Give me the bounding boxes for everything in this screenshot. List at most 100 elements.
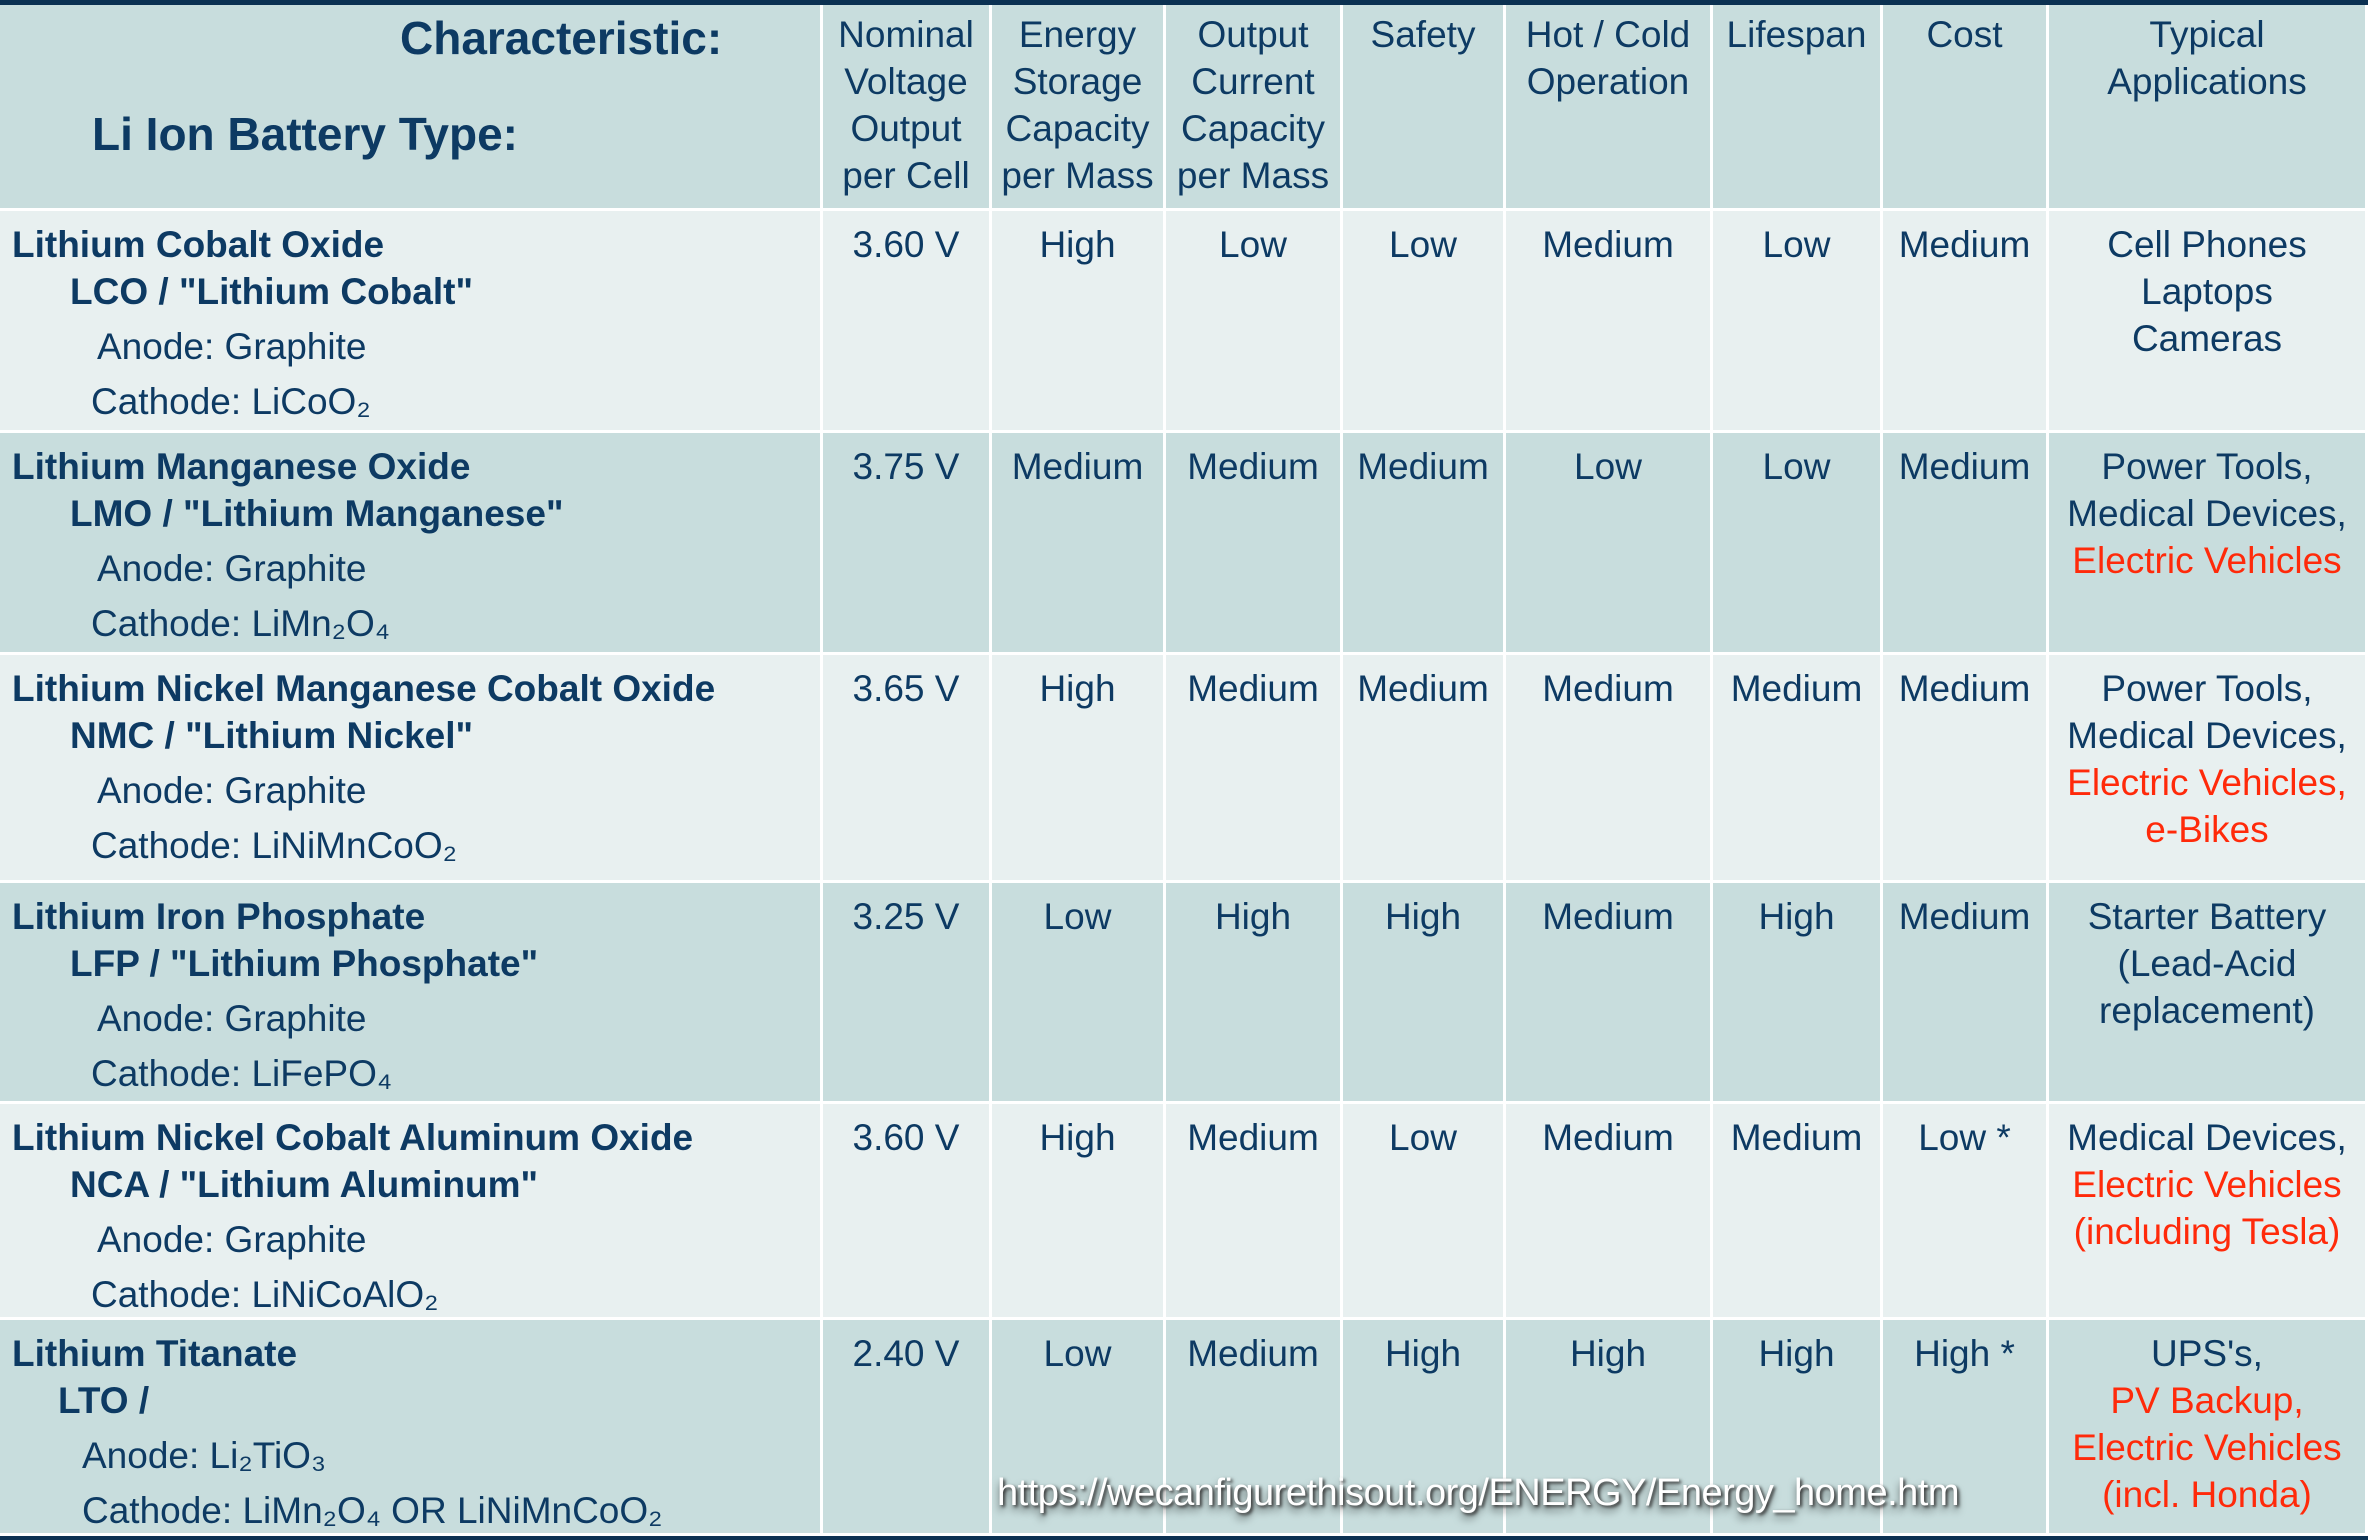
value-cell: Medium	[1506, 211, 1713, 433]
anode-material: Anode: Graphite	[97, 1219, 367, 1260]
application-item: Medical Devices,	[2067, 493, 2347, 534]
value-cell: 3.75 V	[823, 433, 992, 655]
battery-type-cell: Lithium Cobalt Oxide LCO / "Lithium Cobal…	[0, 211, 823, 433]
column-header: Safety	[1343, 5, 1506, 211]
applications-cell: Cell Phones Laptops Cameras	[2049, 211, 2368, 433]
value-cell: 3.25 V	[823, 883, 992, 1104]
anode-material: Anode: Graphite	[97, 770, 367, 811]
battery-abbreviation: LTO /	[58, 1380, 150, 1421]
anode-material: Anode: Graphite	[97, 326, 367, 367]
applications-cell: Power Tools, Medical Devices, Electric Veh…	[2049, 655, 2368, 883]
value-cell: Low	[992, 883, 1166, 1104]
value-cell: Medium	[1506, 1104, 1713, 1320]
battery-type-cell: Lithium Titanate LTO / Anode: Li₂TiO₃ Catho…	[0, 1320, 823, 1536]
battery-name: Lithium Nickel Manganese Cobalt Oxide	[12, 668, 716, 709]
battery-type-cell: Lithium Manganese Oxide LMO / "Lithium Ma…	[0, 433, 823, 655]
value-cell: High	[992, 655, 1166, 883]
value-cell: Low	[1713, 211, 1883, 433]
application-item: Power Tools,	[2101, 446, 2313, 487]
anode-material: Anode: Graphite	[97, 548, 367, 589]
value-cell: High	[1166, 883, 1343, 1104]
value-cell: Medium	[1166, 1320, 1343, 1536]
battery-abbreviation: LMO / "Lithium Manganese"	[70, 493, 564, 534]
cathode-material: Cathode: LiNiCoAlO₂	[91, 1274, 439, 1315]
value-cell: Low	[1506, 433, 1713, 655]
application-item: Laptops	[2141, 271, 2273, 312]
column-header: Nominal Voltage Output per Cell	[823, 5, 992, 211]
battery-abbreviation: LFP / "Lithium Phosphate"	[70, 943, 539, 984]
column-header: Energy Storage Capacity per Mass	[992, 5, 1166, 211]
value-cell: Low	[1713, 433, 1883, 655]
column-header: Typical Applications	[2049, 5, 2368, 211]
value-cell: Medium	[1166, 433, 1343, 655]
header-corner-cell: Characteristic: Li Ion Battery Type:	[0, 5, 823, 211]
value-cell: 2.40 V	[823, 1320, 992, 1536]
applications-cell: UPS's, PV Backup, Electric Vehicles (incl. …	[2049, 1320, 2368, 1536]
anode-material: Anode: Li₂TiO₃	[82, 1435, 327, 1476]
applications-cell: Power Tools, Medical Devices, Electric Veh…	[2049, 433, 2368, 655]
application-item: PV Backup,	[2110, 1380, 2304, 1421]
cathode-material: Cathode: LiCoO₂	[91, 381, 371, 422]
value-cell: High	[992, 1104, 1166, 1320]
column-header: Hot / Cold Operation	[1506, 5, 1713, 211]
value-cell: Medium	[992, 433, 1166, 655]
value-cell: Medium	[1883, 655, 2049, 883]
anode-material: Anode: Graphite	[97, 998, 367, 1039]
value-cell: High *	[1883, 1320, 2049, 1536]
value-cell: Medium	[1883, 433, 2049, 655]
battery-type-label: Li Ion Battery Type:	[92, 108, 518, 160]
cathode-material: Cathode: LiFePO₄	[91, 1053, 392, 1094]
battery-name: Lithium Cobalt Oxide	[12, 224, 385, 265]
value-cell: High	[1343, 1320, 1506, 1536]
application-item: e-Bikes	[2145, 809, 2269, 850]
battery-name: Lithium Manganese Oxide	[12, 446, 471, 487]
application-item: (incl. Honda)	[2102, 1474, 2312, 1515]
value-cell: Medium	[1166, 1104, 1343, 1320]
application-item: Cell Phones	[2107, 224, 2307, 265]
application-item: Electric Vehicles	[2072, 540, 2342, 581]
battery-comparison-table: Characteristic: Li Ion Battery Type: Nom…	[0, 5, 2368, 1536]
application-item: Electric Vehicles	[2072, 1427, 2342, 1468]
battery-type-cell: Lithium Nickel Cobalt Aluminum Oxide NCA …	[0, 1104, 823, 1320]
value-cell: Medium	[1166, 655, 1343, 883]
value-cell: Low	[1343, 211, 1506, 433]
battery-name: Lithium Nickel Cobalt Aluminum Oxide	[12, 1117, 694, 1158]
value-cell: High	[1343, 883, 1506, 1104]
column-header: Output Current Capacity per Mass	[1166, 5, 1343, 211]
value-cell: High	[1506, 1320, 1713, 1536]
application-item: Medical Devices,	[2067, 1117, 2347, 1158]
value-cell: Low	[1166, 211, 1343, 433]
applications-cell: Starter Battery (Lead-Acid replacement)	[2049, 883, 2368, 1104]
application-item: Electric Vehicles,	[2067, 762, 2347, 803]
value-cell: High	[1713, 1320, 1883, 1536]
cathode-material: Cathode: LiMn₂O₄ OR LiNiMnCoO₂	[82, 1490, 663, 1531]
value-cell: Medium	[1713, 655, 1883, 883]
applications-cell: Medical Devices, Electric Vehicles (includ…	[2049, 1104, 2368, 1320]
application-item: (Lead-Acid	[2117, 943, 2297, 984]
value-cell: 3.65 V	[823, 655, 992, 883]
value-cell: High	[992, 211, 1166, 433]
application-item: (including Tesla)	[2073, 1211, 2341, 1252]
column-header: Cost	[1883, 5, 2049, 211]
battery-type-cell: Lithium Iron Phosphate LFP / "Lithium Pho…	[0, 883, 823, 1104]
value-cell: Low	[992, 1320, 1166, 1536]
value-cell: High	[1713, 883, 1883, 1104]
battery-abbreviation: NMC / "Lithium Nickel"	[70, 715, 474, 756]
battery-name: Lithium Titanate	[12, 1333, 298, 1374]
cathode-material: Cathode: LiMn₂O₄	[91, 603, 390, 644]
application-item: Electric Vehicles	[2072, 1164, 2342, 1205]
value-cell: 3.60 V	[823, 211, 992, 433]
battery-abbreviation: NCA / "Lithium Aluminum"	[70, 1164, 539, 1205]
value-cell: Medium	[1506, 883, 1713, 1104]
characteristic-label: Characteristic:	[400, 12, 723, 64]
battery-name: Lithium Iron Phosphate	[12, 896, 426, 937]
battery-abbreviation: LCO / "Lithium Cobalt"	[70, 271, 473, 312]
value-cell: Medium	[1883, 211, 2049, 433]
value-cell: Low	[1343, 1104, 1506, 1320]
value-cell: Medium	[1883, 883, 2049, 1104]
application-item: Starter Battery	[2087, 896, 2327, 937]
value-cell: Medium	[1506, 655, 1713, 883]
value-cell: Low *	[1883, 1104, 2049, 1320]
value-cell: Medium	[1343, 655, 1506, 883]
application-item: Power Tools,	[2101, 668, 2313, 709]
